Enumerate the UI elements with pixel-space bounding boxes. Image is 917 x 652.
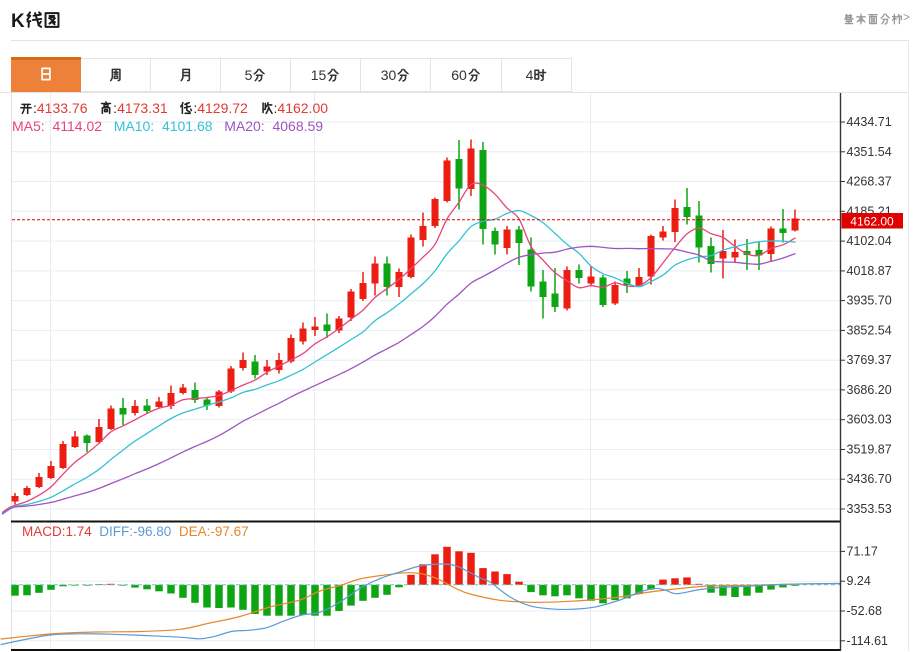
- svg-text:3852.54: 3852.54: [847, 323, 892, 337]
- svg-text:-114.61: -114.61: [847, 634, 889, 648]
- svg-text:9.24: 9.24: [847, 574, 871, 588]
- svg-text:4268.37: 4268.37: [847, 175, 892, 189]
- svg-text:3603.03: 3603.03: [847, 413, 892, 427]
- svg-text:4018.87: 4018.87: [847, 264, 892, 278]
- svg-text:3353.53: 3353.53: [847, 502, 892, 516]
- svg-text:3519.87: 3519.87: [847, 443, 892, 457]
- svg-text:4162.00: 4162.00: [850, 214, 894, 228]
- svg-text:71.17: 71.17: [847, 544, 878, 558]
- svg-text:4434.71: 4434.71: [847, 115, 892, 129]
- svg-text:3769.37: 3769.37: [847, 353, 892, 367]
- svg-text:4102.04: 4102.04: [847, 234, 892, 248]
- svg-text:3436.70: 3436.70: [847, 472, 892, 486]
- svg-text:3935.70: 3935.70: [847, 294, 892, 308]
- svg-text:-52.68: -52.68: [847, 604, 882, 618]
- svg-text:4351.54: 4351.54: [847, 145, 892, 159]
- svg-text:3686.20: 3686.20: [847, 383, 892, 397]
